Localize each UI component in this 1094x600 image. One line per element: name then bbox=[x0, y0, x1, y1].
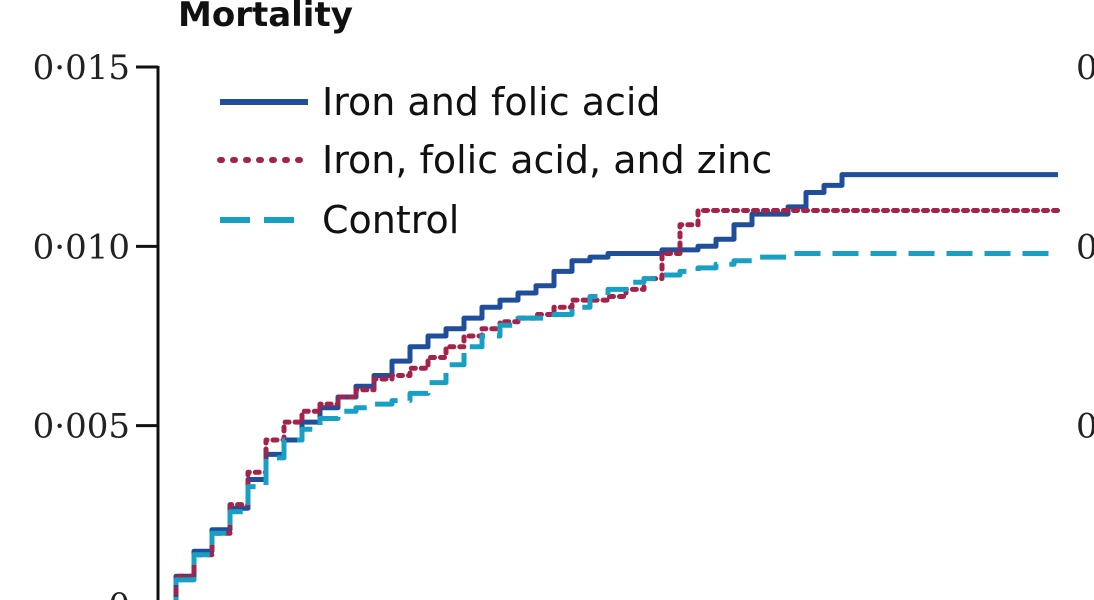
right-panel-tick-label: 0 bbox=[1076, 48, 1094, 88]
right-panel-tick-label: 0 bbox=[1076, 227, 1094, 267]
legend-label: Iron and folic acid bbox=[322, 80, 661, 124]
y-tick-label: 0·010 bbox=[33, 227, 130, 267]
y-tick-label: 0·005 bbox=[33, 407, 130, 447]
series-line-iron-folic-acid-and-zinc bbox=[173, 208, 1061, 600]
right-panel-tick-label: 0 bbox=[1076, 407, 1094, 447]
legend-label: Control bbox=[322, 198, 459, 242]
series-line-iron-and-folic-acid bbox=[173, 172, 1058, 600]
legend-label: Iron, folic acid, and zinc bbox=[322, 138, 772, 182]
series-group bbox=[173, 172, 1061, 600]
axes-group: 0 0·005 0·010 0·015 0 0 0 bbox=[33, 48, 1094, 600]
legend: Iron and folic acid Iron, folic acid, and… bbox=[217, 80, 772, 242]
chart-title: Mortality bbox=[178, 0, 353, 35]
series-line-control bbox=[173, 251, 1058, 600]
y-tick-label: 0·015 bbox=[33, 48, 130, 88]
y-tick-label: 0 bbox=[108, 586, 130, 600]
